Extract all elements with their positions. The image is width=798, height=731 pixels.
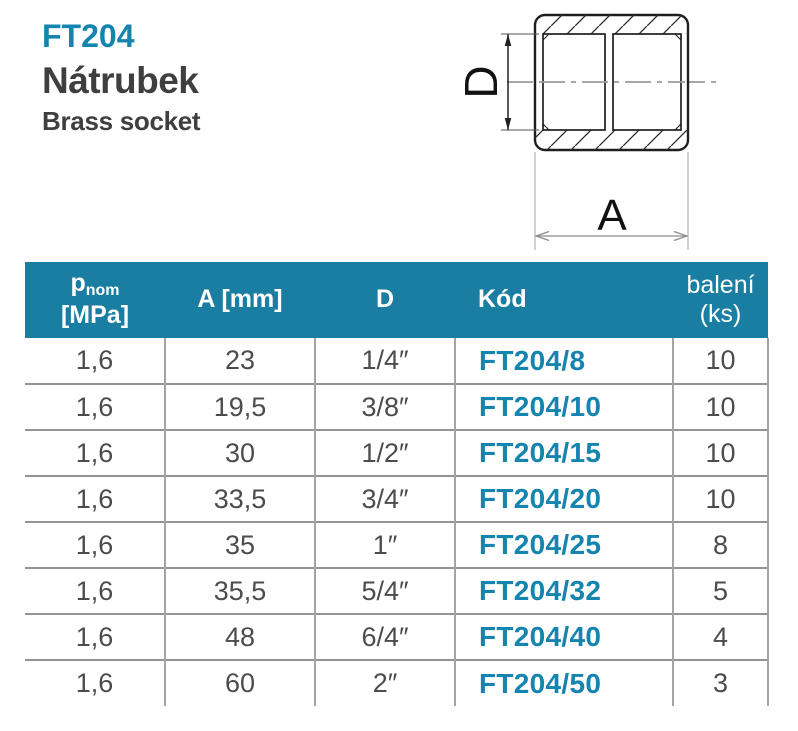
cell-pnom: 1,6 <box>25 338 165 384</box>
cell-kod: FT204/20 <box>454 475 673 522</box>
cell-d: 3/4″ <box>314 475 455 522</box>
table-row: 1,6 35,5 5/4″ FT204/32 5 <box>25 567 769 614</box>
header-kod: Kód <box>455 262 673 338</box>
table-row: 1,6 35 1″ FT204/25 8 <box>25 521 769 568</box>
title-block: FT204 Nátrubek Brass socket <box>42 18 201 136</box>
baleni-line1: balení <box>686 270 755 299</box>
cell-kod: FT204/15 <box>454 429 673 476</box>
cell-baleni: 10 <box>672 429 769 476</box>
socket-body <box>533 13 690 152</box>
cell-kod: FT204/25 <box>454 521 673 568</box>
cell-a: 35,5 <box>164 567 315 614</box>
table-row: 1,6 19,5 3/8″ FT204/10 10 <box>25 383 769 430</box>
cell-baleni: 10 <box>672 338 769 384</box>
cell-a: 30 <box>164 429 315 476</box>
dim-d-label: D <box>455 65 507 98</box>
spec-table: pnom [MPa] A [mm] D Kód balení (ks) 1,6 … <box>25 262 769 706</box>
cell-baleni: 3 <box>672 659 769 706</box>
dimension-a: A <box>534 152 689 250</box>
cell-d: 6/4″ <box>314 613 455 660</box>
cell-a: 60 <box>164 659 315 706</box>
cell-d: 1″ <box>314 521 455 568</box>
cell-a: 19,5 <box>164 383 315 430</box>
cell-pnom: 1,6 <box>25 613 165 660</box>
cell-d: 1/2″ <box>314 429 455 476</box>
cell-baleni: 5 <box>672 567 769 614</box>
cell-pnom: 1,6 <box>25 521 165 568</box>
product-name-english: Brass socket <box>42 106 201 136</box>
product-code: FT204 <box>42 18 135 54</box>
table-row: 1,6 60 2″ FT204/50 3 <box>25 659 769 706</box>
cell-d: 3/8″ <box>314 383 455 430</box>
pnom-symbol: p <box>70 269 86 298</box>
cell-baleni: 4 <box>672 613 769 660</box>
spec-table-header: pnom [MPa] A [mm] D Kód balení (ks) <box>25 262 768 338</box>
cell-a: 23 <box>164 338 315 384</box>
cell-baleni: 10 <box>672 383 769 430</box>
cell-kod: FT204/32 <box>454 567 673 614</box>
cell-pnom: 1,6 <box>25 383 165 430</box>
dimension-d: D <box>455 33 539 131</box>
table-row: 1,6 48 6/4″ FT204/40 4 <box>25 613 769 660</box>
cell-pnom: 1,6 <box>25 567 165 614</box>
cell-a: 35 <box>164 521 315 568</box>
hatched-walls <box>535 15 688 150</box>
dim-a-label: A <box>597 191 627 240</box>
technical-drawing: D A <box>455 13 719 250</box>
cell-d: 2″ <box>314 659 455 706</box>
cell-baleni: 10 <box>672 475 769 522</box>
pnom-subscript: nom <box>85 282 120 300</box>
header-d: D <box>315 262 455 338</box>
header-pnom: pnom [MPa] <box>25 262 165 338</box>
cell-kod: FT204/10 <box>454 383 673 430</box>
cell-a: 48 <box>164 613 315 660</box>
header-a-mm: A [mm] <box>165 262 315 338</box>
table-row: 1,6 30 1/2″ FT204/15 10 <box>25 429 769 476</box>
cell-kod: FT204/8 <box>454 338 673 384</box>
cell-a: 33,5 <box>164 475 315 522</box>
cell-kod: FT204/50 <box>454 659 673 706</box>
chamfer-marks <box>542 33 682 131</box>
cell-pnom: 1,6 <box>25 659 165 706</box>
cell-d: 1/4″ <box>314 338 455 384</box>
cell-pnom: 1,6 <box>25 475 165 522</box>
table-row: 1,6 33,5 3/4″ FT204/20 10 <box>25 475 769 522</box>
pnom-unit: [MPa] <box>60 301 130 330</box>
product-name-czech: Nátrubek <box>42 60 199 101</box>
cell-kod: FT204/40 <box>454 613 673 660</box>
baleni-line2: (ks) <box>699 300 742 328</box>
cell-baleni: 8 <box>672 521 769 568</box>
cell-d: 5/4″ <box>314 567 455 614</box>
header-baleni: balení (ks) <box>673 262 768 338</box>
table-row: 1,6 23 1/4″ FT204/8 10 <box>25 338 769 384</box>
cell-pnom: 1,6 <box>25 429 165 476</box>
